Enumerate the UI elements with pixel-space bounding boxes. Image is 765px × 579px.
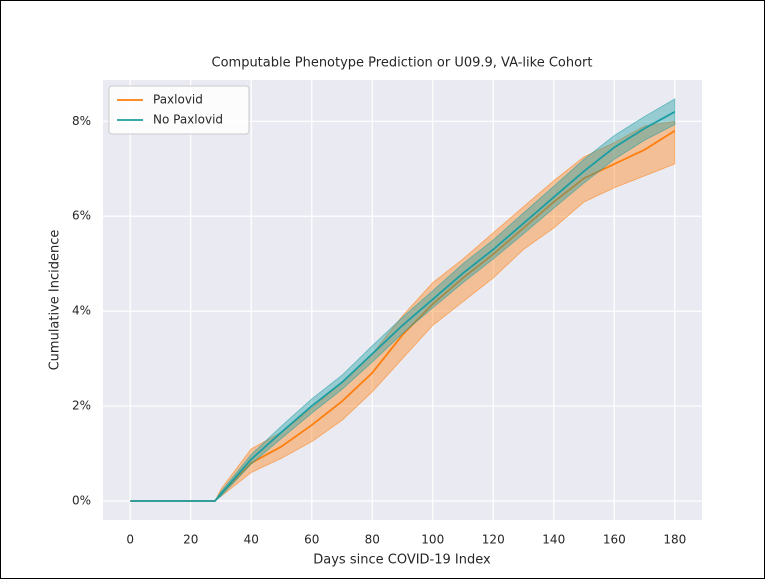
x-tick-label: 160: [603, 533, 626, 547]
confidence-band: [130, 98, 676, 502]
x-tick-label: 100: [421, 533, 444, 547]
y-axis-label: Cumulative Incidence: [48, 230, 63, 371]
x-tick-label: 180: [663, 533, 686, 547]
legend-label: No Paxlovid: [153, 113, 223, 127]
x-tick-label: 60: [304, 533, 319, 547]
marks: [130, 98, 676, 502]
y-tick-label: 4%: [72, 304, 91, 318]
x-axis-label: Days since COVID-19 Index: [313, 553, 491, 568]
y-tick-label: 8%: [72, 114, 91, 128]
y-tick-label: 2%: [72, 399, 91, 413]
y-tick-label: 0%: [72, 494, 91, 508]
legend-box: [108, 85, 250, 135]
line: [130, 111, 676, 502]
x-tick-label: 80: [365, 533, 380, 547]
x-tick-label: 20: [183, 533, 198, 547]
x-tick-label: 120: [482, 533, 505, 547]
legend-label: Paxlovid: [153, 93, 203, 107]
x-tick-label: 140: [542, 533, 565, 547]
x-tick-label: 40: [244, 533, 259, 547]
y-tick-label: 6%: [72, 209, 91, 223]
legend: Paxlovid No Paxlovid: [108, 85, 250, 135]
plot-area: [103, 80, 702, 520]
chart-title: Computable Phenotype Prediction or U09.9…: [212, 56, 593, 71]
x-tick-label: 0: [126, 533, 134, 547]
